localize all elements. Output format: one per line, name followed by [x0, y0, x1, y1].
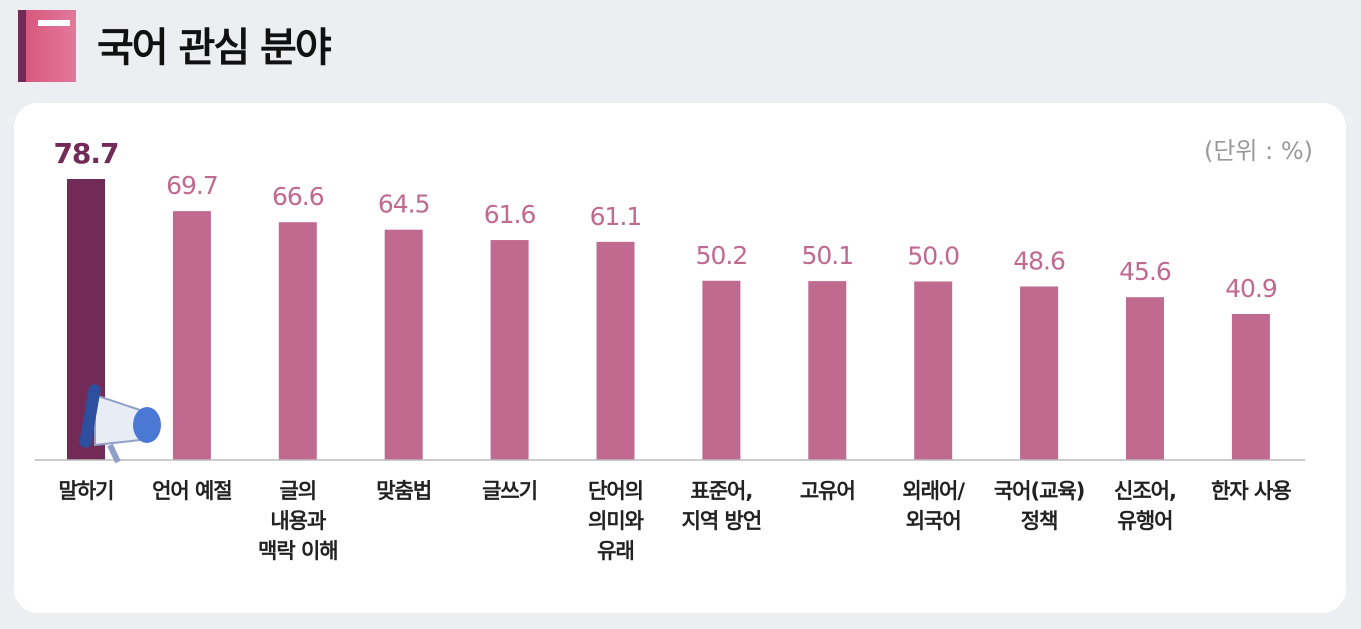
- value-label: 78.7: [53, 137, 118, 170]
- x-tick-label: 외래어/ 외국어: [902, 479, 965, 533]
- value-label: 61.6: [484, 200, 536, 229]
- value-label: 40.9: [1225, 274, 1277, 303]
- x-tick-label: 표준어, 지역 방언: [681, 479, 763, 533]
- bar: [1231, 313, 1270, 460]
- x-tick-label: 맞춤법: [376, 479, 432, 503]
- x-tick-label: 한자 사용: [1211, 479, 1292, 503]
- value-label: 48.6: [1013, 246, 1065, 275]
- card: [14, 103, 1346, 613]
- bar: [1126, 297, 1164, 460]
- value-label: 64.5: [378, 190, 430, 219]
- x-tick-label: 신조어, 유행어: [1114, 479, 1177, 533]
- x-tick-label: 글쓰기: [482, 479, 538, 503]
- x-tick-label: 글의 내용과 맥락 이해: [258, 479, 339, 563]
- megaphone-icon: [79, 384, 161, 464]
- bar: [914, 281, 953, 460]
- bar: [490, 240, 529, 460]
- value-label: 69.7: [166, 171, 218, 200]
- chart-title: 국어 관심 분야: [97, 25, 332, 71]
- bar: [172, 211, 211, 460]
- bar: [1020, 286, 1059, 460]
- bar: [808, 281, 847, 460]
- value-label: 50.1: [801, 241, 853, 270]
- unit-label: (단위 : %): [1204, 137, 1313, 165]
- bar: [278, 222, 317, 460]
- x-tick-label: 국어(교육) 정책: [993, 479, 1085, 533]
- title-icon: [38, 20, 70, 26]
- value-label: 61.1: [590, 202, 642, 231]
- bar: [384, 229, 423, 460]
- x-tick-label: 고유어: [799, 479, 856, 503]
- x-tick-label: 단어의 의미와 유래: [588, 479, 644, 563]
- x-tick-label: 말하기: [58, 479, 115, 503]
- x-tick-label: 언어 예절: [152, 479, 233, 503]
- value-label: 45.6: [1119, 257, 1171, 286]
- value-label: 66.6: [272, 182, 324, 211]
- bar: [596, 241, 635, 460]
- title-icon: [18, 10, 26, 82]
- value-label: 50.0: [907, 241, 959, 270]
- bar: [702, 280, 741, 460]
- value-label: 50.2: [696, 241, 748, 270]
